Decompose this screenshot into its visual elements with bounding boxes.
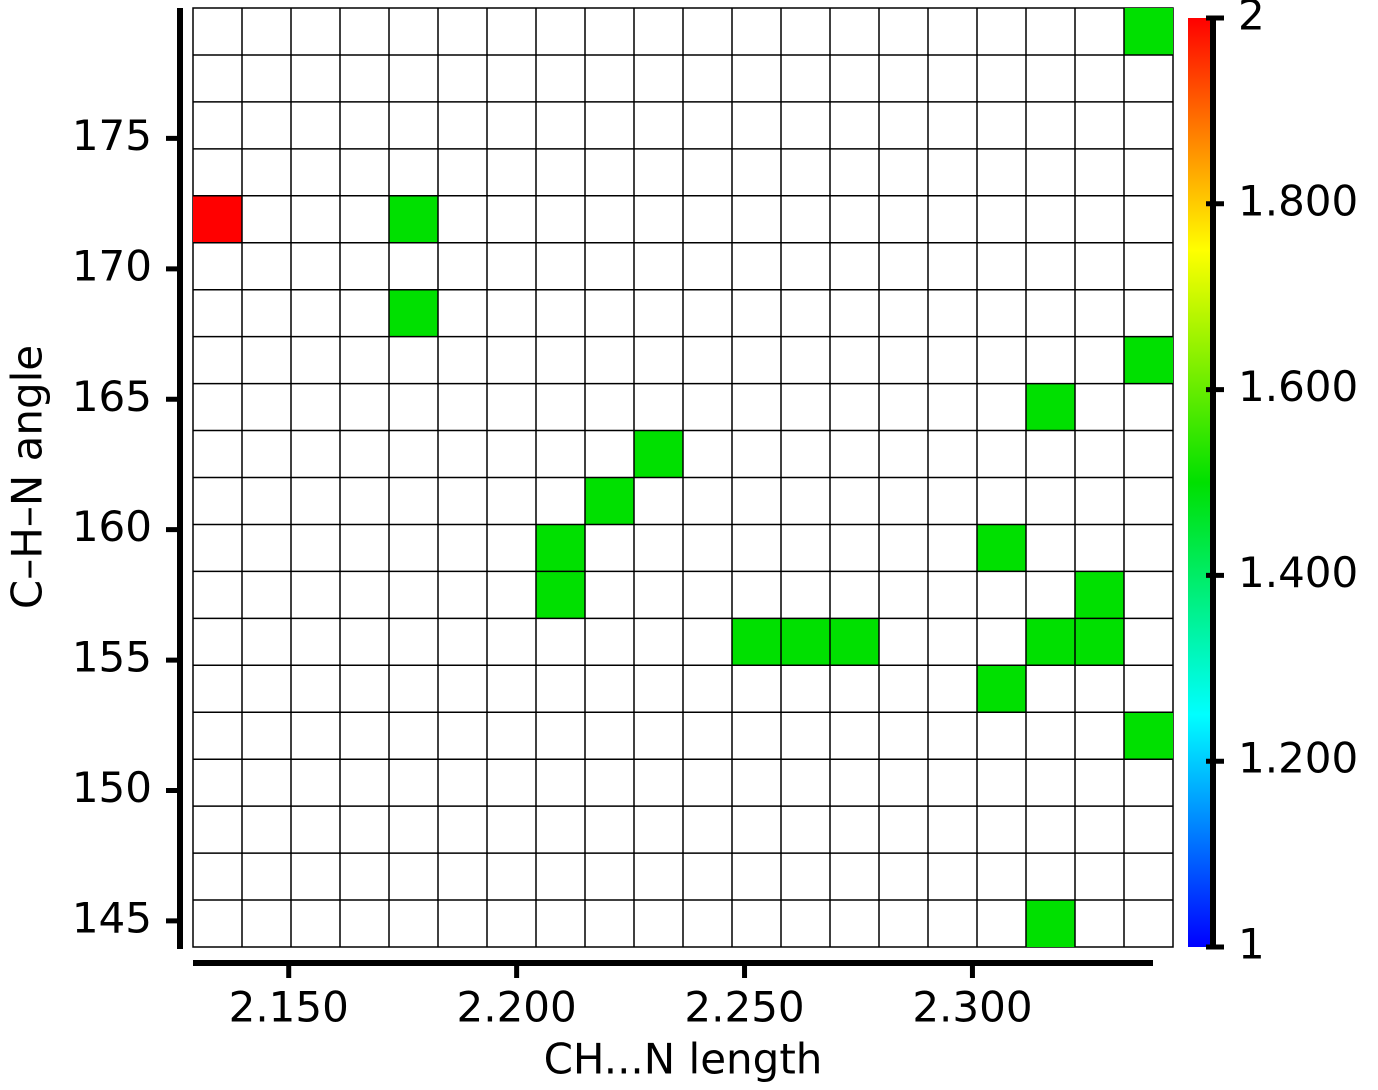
x-tick-label: 2.300: [912, 983, 1032, 1032]
y-tick-label: 155: [72, 633, 152, 682]
heat-cell: [1124, 336, 1173, 384]
heat-cell: [536, 524, 585, 572]
heat-cell: [1026, 900, 1075, 947]
heat-cell: [1026, 618, 1075, 666]
y-tick-label: 175: [72, 111, 152, 160]
heat-cell: [781, 618, 830, 666]
heat-cell: [1075, 618, 1124, 666]
heat-cell: [732, 618, 781, 666]
heat-cell: [977, 665, 1026, 713]
x-tick-label: 2.150: [229, 983, 349, 1032]
x-axis-label: CH...N length: [544, 1035, 823, 1084]
x-tick-label: 2.250: [684, 983, 804, 1032]
colorbar-tick-label: 1.800: [1238, 176, 1358, 225]
x-tick-label: 2.200: [457, 983, 577, 1032]
colorbar-tick-label: 1: [1238, 920, 1265, 969]
heat-cell: [830, 618, 879, 666]
colorbar-tick-label: 2: [1238, 0, 1265, 40]
heat-cell: [585, 477, 634, 525]
y-axis-label: C–H–N angle: [3, 345, 52, 609]
y-tick-label: 165: [72, 372, 152, 421]
colorbar-tick-label: 1.200: [1238, 734, 1358, 783]
y-tick-label: 160: [72, 502, 152, 551]
heat-cell: [1026, 383, 1075, 431]
heat-cell: [389, 289, 438, 337]
y-tick-label: 145: [72, 893, 152, 942]
colorbar-tick-label: 1.400: [1238, 548, 1358, 597]
heat-cell: [634, 430, 683, 478]
y-tick-label: 170: [72, 241, 152, 290]
heat-cell: [536, 571, 585, 619]
heat-cell: [1124, 712, 1173, 760]
colorbar-tick-label: 1.600: [1238, 362, 1358, 411]
heat-cell: [977, 524, 1026, 572]
heat-cell: [193, 195, 242, 243]
heat-cell: [1075, 571, 1124, 619]
colorbar: [1188, 18, 1210, 947]
heat-cell: [389, 195, 438, 243]
heat-cell: [1124, 8, 1173, 55]
y-tick-label: 150: [72, 763, 152, 812]
